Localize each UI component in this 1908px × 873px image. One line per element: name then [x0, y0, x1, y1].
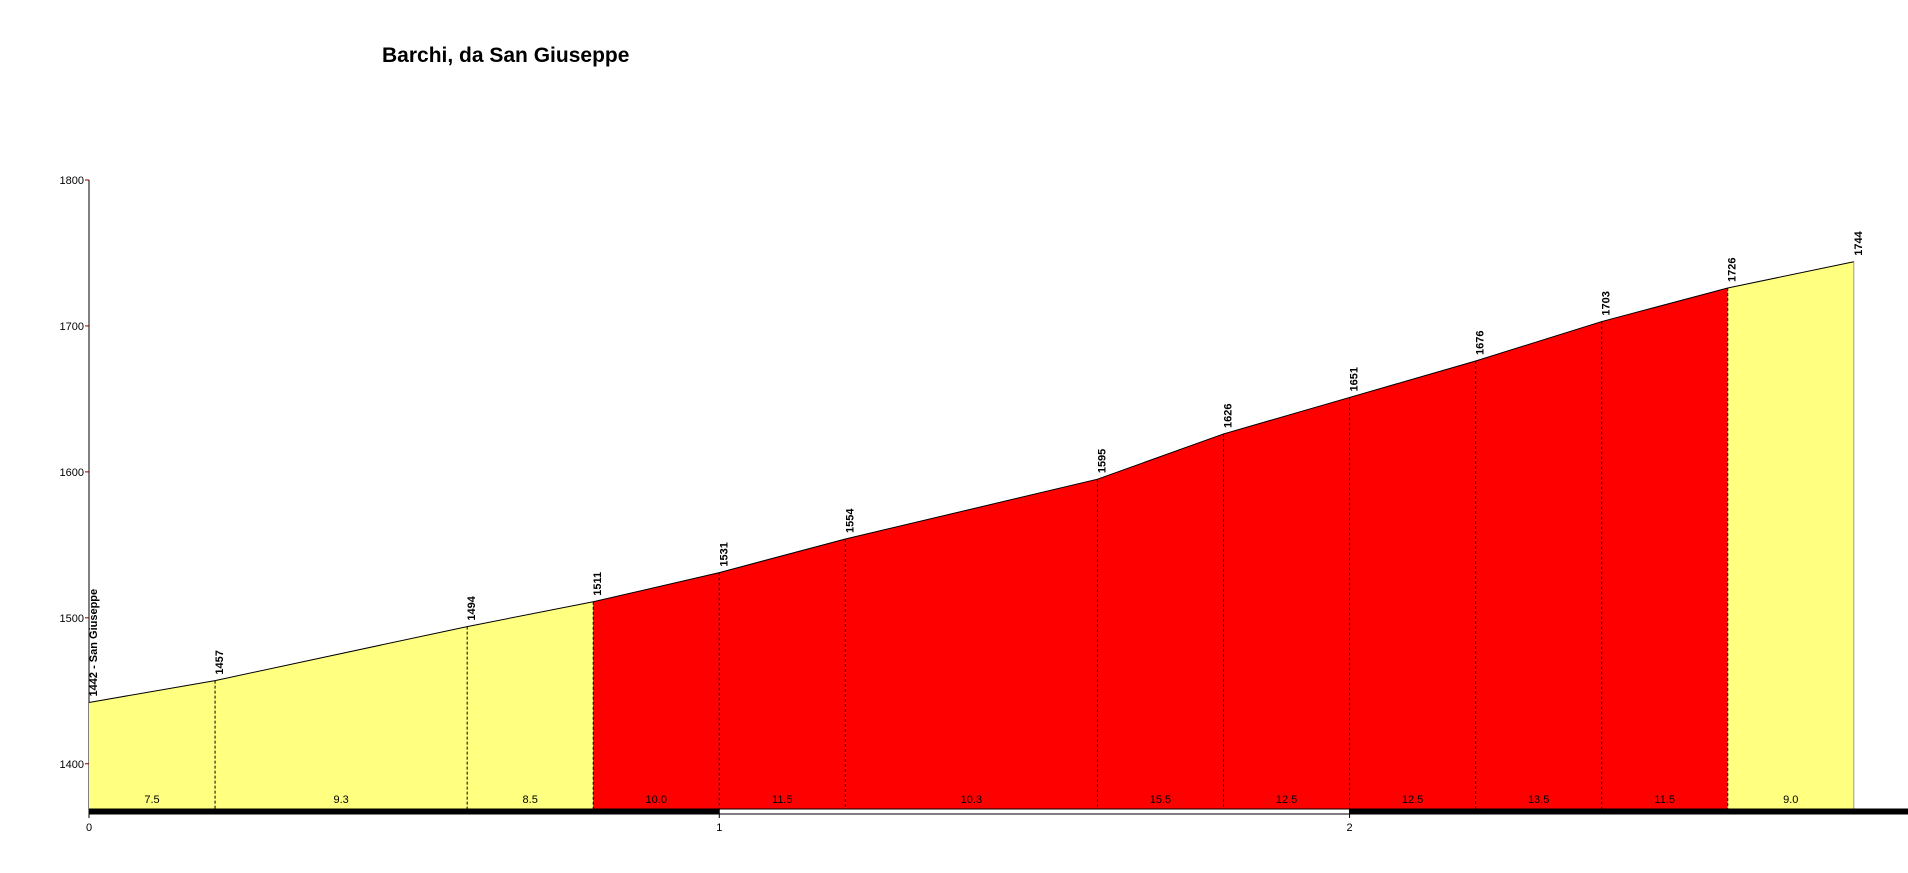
segment-area: [467, 601, 594, 809]
elevation-label: 1726: [1727, 258, 1739, 282]
distance-bar: [1349, 808, 1908, 815]
y-tick-label: 1800: [60, 175, 84, 187]
segment-area: [719, 539, 846, 809]
y-tick-label: 1400: [60, 759, 84, 771]
y-tick-label: 1500: [60, 613, 84, 625]
elevation-label: 1554: [844, 508, 856, 533]
x-tick-label: 1: [716, 822, 722, 834]
segment-area: [1601, 287, 1728, 809]
segment-area: [1727, 261, 1854, 810]
chart-title: Barchi, da San Giuseppe: [382, 44, 629, 67]
gradient-label: 8.5: [523, 794, 538, 806]
segment-area: [845, 479, 1098, 809]
distance-bar: [88, 808, 720, 815]
elevation-label: 1744: [1853, 230, 1865, 255]
segment-area: [1223, 397, 1350, 809]
gradient-label: 7.5: [144, 794, 159, 806]
y-tick-label: 1700: [60, 321, 84, 333]
elevation-label: 1442 - San Giuseppe: [88, 589, 100, 697]
x-tick-label: 2: [1347, 822, 1353, 834]
distance-bar: [718, 808, 1351, 815]
gradient-label: 10.0: [646, 794, 667, 806]
elevation-label: 1626: [1223, 403, 1235, 427]
segment-area: [593, 572, 720, 809]
gradient-label: 10.3: [961, 794, 982, 806]
gradient-label: 13.5: [1528, 794, 1549, 806]
gradient-label: 12.5: [1276, 794, 1297, 806]
segment-area: [215, 626, 468, 809]
elevation-label: 1703: [1601, 291, 1613, 315]
gradient-label: 12.5: [1402, 794, 1423, 806]
segment-area: [1475, 321, 1602, 809]
gradient-label: 11.5: [1654, 794, 1675, 806]
segment-area: [1349, 360, 1476, 809]
elevation-label: 1595: [1096, 449, 1108, 473]
gradient-label: 9.3: [333, 794, 348, 806]
gradient-label: 9.0: [1783, 794, 1798, 806]
x-tick-label: 0: [86, 822, 92, 834]
elevation-label: 1511: [592, 572, 604, 596]
elevation-label: 1531: [718, 542, 730, 566]
gradient-label: 11.5: [772, 794, 793, 806]
elevation-label: 1651: [1349, 367, 1361, 391]
segment-area: [89, 680, 216, 809]
segment-area: [1097, 433, 1224, 809]
y-tick-label: 1600: [60, 467, 84, 479]
profile-line: [88, 261, 1854, 703]
elevation-label: 1457: [214, 650, 226, 674]
elevation-label: 1494: [466, 595, 478, 620]
gradient-label: 15.5: [1150, 794, 1171, 806]
elevation-label: 1676: [1475, 330, 1487, 354]
